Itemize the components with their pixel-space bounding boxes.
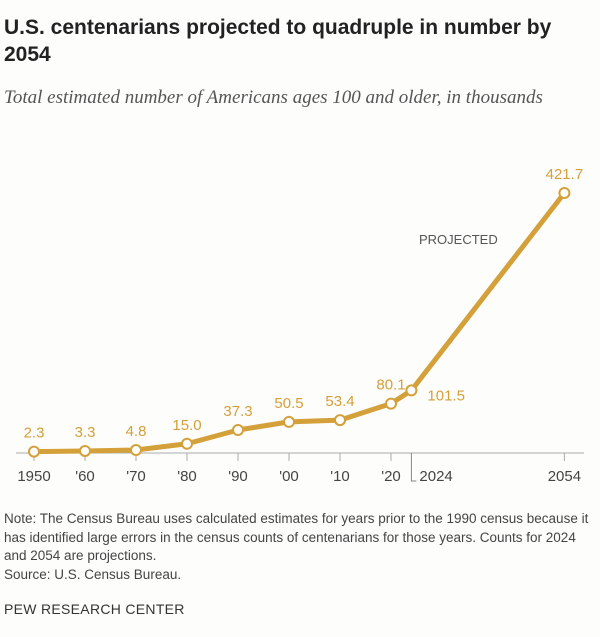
data-label: 37.3	[223, 403, 252, 420]
data-line	[33, 191, 567, 455]
data-label: 50.5	[274, 395, 303, 412]
x-tick-label: 2054	[548, 468, 581, 485]
x-tick-label: '80	[177, 468, 197, 485]
x-tick-label: 1950	[17, 468, 50, 485]
data-point	[232, 424, 244, 437]
chart-subtitle: Total estimated number of Americans ages…	[4, 87, 543, 108]
chart-title: U.S. centenarians projected to quadruple…	[4, 16, 552, 66]
projected-annotation: PROJECTED	[419, 232, 498, 247]
data-point	[181, 437, 193, 450]
data-point	[130, 444, 142, 457]
data-point	[385, 397, 397, 410]
data-label: 80.1	[376, 377, 405, 394]
data-point	[28, 445, 40, 458]
data-label: 3.3	[75, 424, 96, 441]
x-tick-label: '90	[228, 468, 248, 485]
chart-note: Note: The Census Bureau uses calculated …	[4, 510, 594, 584]
data-point	[79, 444, 91, 457]
data-label: 2.3	[24, 425, 45, 442]
source-text: Source: U.S. Census Bureau.	[4, 566, 182, 582]
x-tick-label: '60	[75, 468, 95, 485]
data-label: 4.8	[126, 423, 147, 440]
data-label: 101.5	[427, 387, 465, 404]
data-point	[283, 415, 295, 428]
data-label: 15.0	[172, 417, 201, 434]
line-chart: 1950 '60 '70 '80 '90 '00 '10 '20 2024 2054 2.3 3.3 4…	[16, 166, 584, 485]
data-point	[558, 187, 571, 199]
x-tick-label: '10	[330, 468, 350, 485]
x-tick-label: 2024	[419, 468, 452, 485]
data-point	[405, 384, 418, 397]
x-tick-label: '00	[279, 468, 299, 485]
data-label: 421.7	[546, 166, 584, 183]
note-text: Note: The Census Bureau uses calculated …	[4, 511, 589, 563]
x-tick-label: '70	[126, 468, 146, 485]
brand-name: PEW RESEARCH CENTER	[4, 601, 185, 617]
x-tick-2024	[410, 453, 417, 482]
data-point	[334, 414, 346, 427]
data-label: 53.4	[325, 393, 354, 410]
x-tick-label: '20	[381, 468, 401, 485]
